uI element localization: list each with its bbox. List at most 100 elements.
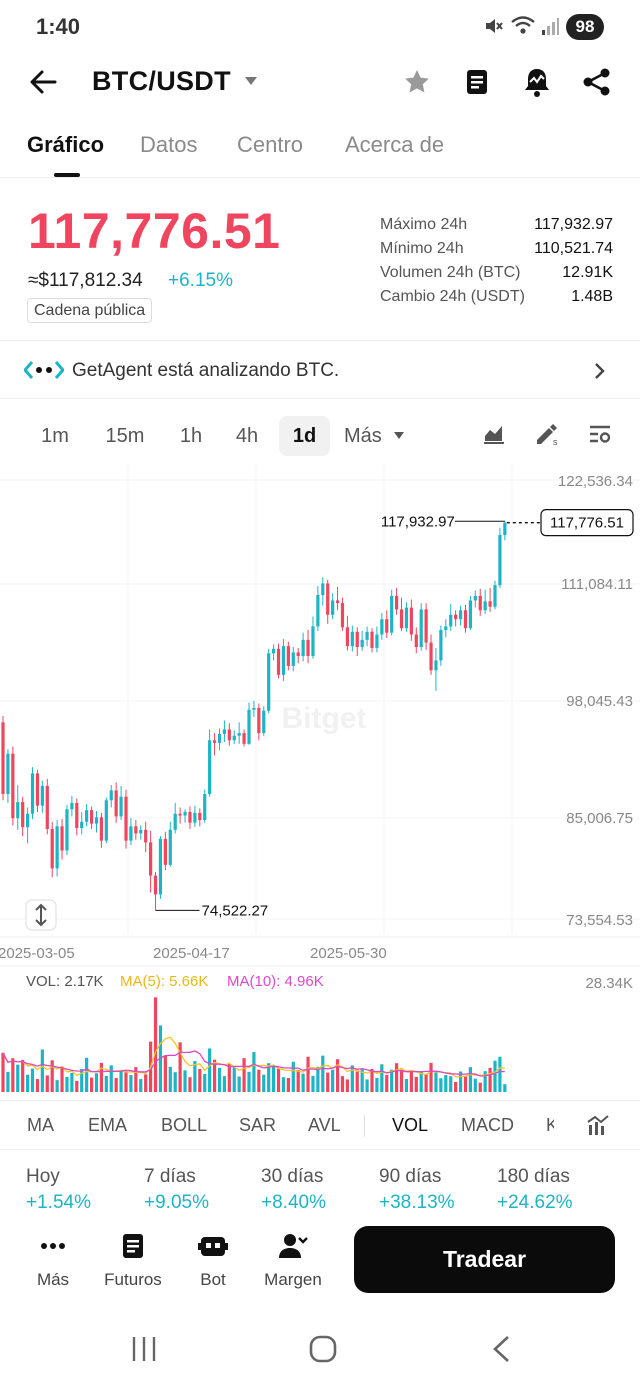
volume-bar <box>247 1071 251 1092</box>
volume-bar <box>340 1076 345 1092</box>
indicator-macd[interactable]: MACD <box>461 1115 514 1135</box>
indicator-avl[interactable]: AVL <box>308 1115 341 1135</box>
volume-bar <box>503 1084 507 1092</box>
bottom-futures-button[interactable]: Futuros <box>93 1232 173 1292</box>
candle-body <box>409 607 413 635</box>
candle-body <box>109 790 113 801</box>
price-alert-icon[interactable] <box>522 66 552 98</box>
volume-bar <box>124 1071 128 1092</box>
tab-datos[interactable]: Datos <box>140 132 198 157</box>
candle-body <box>158 838 163 895</box>
mute-icon <box>486 19 503 33</box>
interval-1d[interactable]: 1d <box>279 416 330 456</box>
indicator-sar[interactable]: SAR <box>239 1115 277 1135</box>
candles <box>1 521 507 911</box>
volume-bar <box>50 1060 54 1092</box>
back-arrow-icon[interactable] <box>28 68 58 96</box>
candle-body <box>129 826 133 841</box>
indicator-settings-icon[interactable] <box>586 1113 610 1137</box>
candle-body <box>149 842 153 876</box>
favorite-star-icon[interactable] <box>403 68 431 96</box>
system-nav-bar <box>0 1310 640 1387</box>
volume-bar <box>390 1069 394 1092</box>
volume-bar <box>434 1072 438 1092</box>
candle-body <box>222 729 226 734</box>
candle-body <box>463 610 468 629</box>
volume-bar <box>404 1079 409 1092</box>
drawing-tool-icon[interactable]: s <box>534 420 560 446</box>
home-icon[interactable] <box>308 1334 338 1364</box>
volume-bar <box>395 1063 399 1092</box>
volume-bar <box>272 1065 276 1092</box>
candle-body <box>178 813 182 816</box>
candle-body <box>188 811 192 823</box>
candlestick-chart[interactable]: Bitget 122,536.34 111,084.11 98,045.43 8… <box>0 464 640 1100</box>
bottom-more-button[interactable]: Más <box>13 1232 93 1292</box>
x-tick-label: 2025-03-05 <box>0 945 75 962</box>
interval-4h[interactable]: 4h <box>235 425 259 447</box>
candle-body <box>168 829 172 865</box>
candle-body <box>70 802 74 810</box>
volume-bar <box>488 1067 492 1092</box>
candle-body <box>454 614 458 620</box>
notes-icon[interactable] <box>464 68 490 96</box>
pair-title[interactable]: BTC/USDT <box>92 66 231 96</box>
bottom-margin-button[interactable]: Margen <box>253 1232 333 1292</box>
candle-body <box>473 595 477 601</box>
tab-grafico[interactable]: Gráfico <box>27 132 105 157</box>
candle-body <box>458 610 463 620</box>
interval-1m[interactable]: 1m <box>41 425 69 447</box>
last-price: 117,776.51 <box>28 203 281 259</box>
vol-ma10-label: MA(10): 4.96K <box>227 973 324 990</box>
indicator-ma[interactable]: MA <box>27 1115 54 1135</box>
candle-body <box>40 785 44 806</box>
volume-bar <box>281 1077 286 1092</box>
volume-bar <box>276 1068 281 1092</box>
share-icon[interactable] <box>582 68 612 96</box>
interval-more[interactable]: Más <box>344 425 382 447</box>
volume-bar <box>16 1064 20 1092</box>
bottom-futures-label: Futuros <box>104 1270 162 1289</box>
indicator-ema[interactable]: EMA <box>88 1115 128 1135</box>
volume-bar <box>55 1080 59 1092</box>
chart-settings-icon[interactable] <box>588 422 612 446</box>
volume-bar <box>70 1072 74 1092</box>
system-back-icon[interactable] <box>490 1334 512 1364</box>
tab-acerca-de[interactable]: Acerca de <box>345 132 445 157</box>
status-bar: 1:40 98 <box>0 0 640 52</box>
volume-bar <box>60 1066 64 1092</box>
candle-body <box>390 595 394 633</box>
volume-bar <box>208 1048 212 1092</box>
indicator-kdj[interactable]: K <box>546 1115 554 1135</box>
candle-body <box>483 601 487 611</box>
chart-type-icon[interactable] <box>482 422 506 446</box>
candle-body <box>193 812 197 823</box>
volume-bar <box>163 1055 167 1092</box>
agent-banner[interactable] <box>0 346 640 396</box>
trade-button[interactable]: Tradear <box>354 1226 615 1293</box>
volume-bar <box>350 1065 354 1092</box>
vol-max-label: 28.34K <box>585 975 633 992</box>
vol-label: VOL: 2.17K <box>26 973 104 990</box>
scale-toggle-button[interactable] <box>25 899 57 931</box>
interval-1h[interactable]: 1h <box>179 425 203 447</box>
interval-15m[interactable]: 15m <box>105 425 145 447</box>
candle-body <box>444 626 448 630</box>
tab-centro[interactable]: Centro <box>237 132 304 157</box>
chain-badge[interactable]: Cadena pública <box>27 298 153 323</box>
indicator-vol[interactable]: VOL <box>392 1115 429 1135</box>
pair-dropdown-icon[interactable] <box>244 76 258 86</box>
volume-bar <box>375 1077 379 1092</box>
volume-bar <box>217 1067 222 1092</box>
bottom-bot-button[interactable]: Bot <box>173 1232 253 1292</box>
recent-apps-icon[interactable] <box>130 1335 158 1363</box>
candle-body <box>272 648 276 654</box>
candle-body <box>434 660 438 671</box>
high-marker: 117,932.97 <box>381 513 505 530</box>
candle-body <box>89 810 94 824</box>
candle-body <box>267 653 271 711</box>
volume-bar <box>473 1078 477 1092</box>
volume-bar <box>45 1075 49 1092</box>
indicator-boll[interactable]: BOLL <box>161 1115 208 1135</box>
active-tab-indicator <box>54 173 80 177</box>
